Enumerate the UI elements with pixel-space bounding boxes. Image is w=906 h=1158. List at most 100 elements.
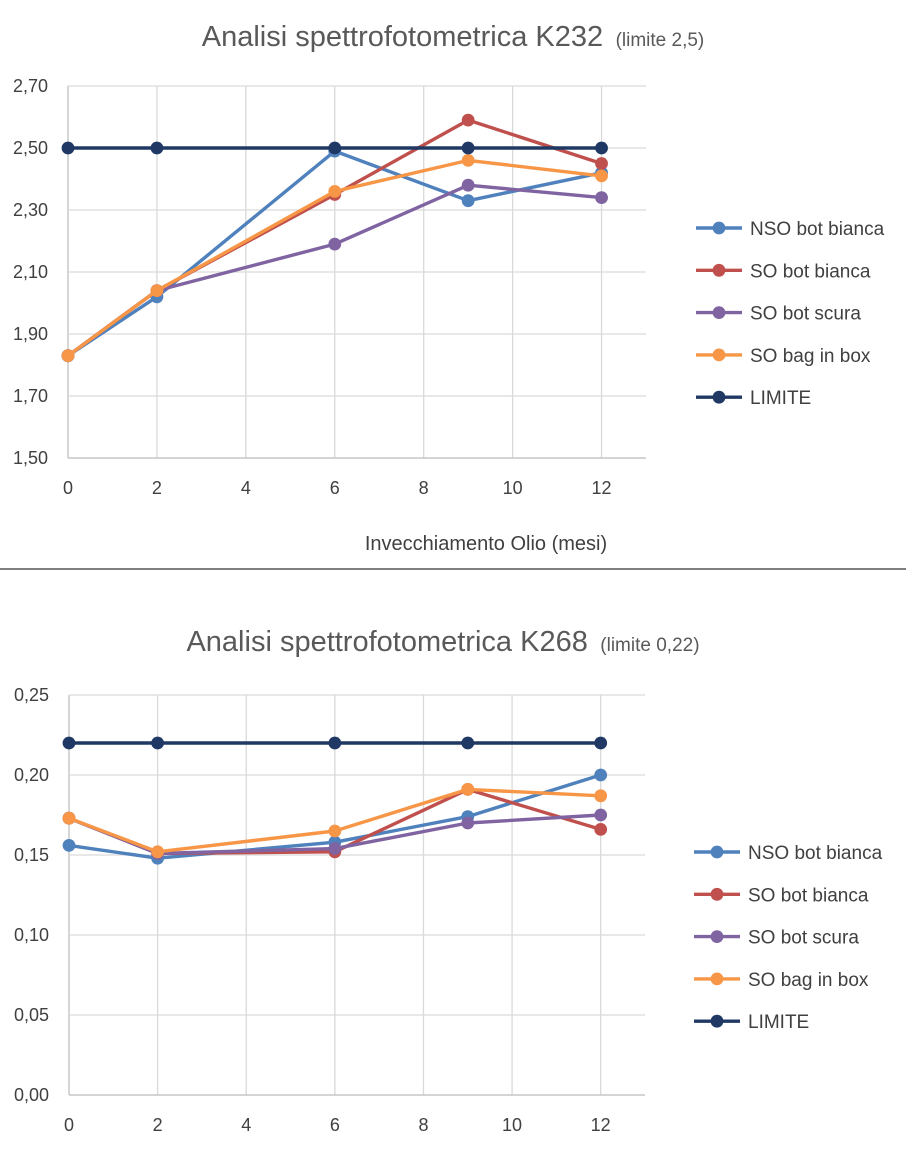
data-point-so-bag-in-box [61,349,75,363]
data-point-limite [595,141,608,155]
x-tick-label: 0 [64,1115,74,1135]
data-point-so-bag-in-box [594,789,608,803]
chart-k268-svg: Analisi spettrofotometrica K268 (limite … [14,626,883,1135]
chart-k232: Analisi spettrofotometrica K232 (limite … [0,0,906,568]
data-point-limite [461,141,475,155]
data-point-limite [150,141,164,155]
chart-title-main: Analisi spettrofotometrica K268 [186,626,587,658]
x-tick-label: 12 [592,478,612,498]
data-point-limite [151,736,165,750]
legend-marker [712,263,726,277]
data-point-so-bot-scura [595,191,608,205]
legend-label: LIMITE [750,388,811,409]
x-tick-label: 6 [330,478,340,498]
data-point-so-bot-scura [328,237,342,251]
legend-marker [710,1014,724,1028]
chart-divider [0,568,906,570]
y-tick-label: 1,50 [13,448,48,468]
x-tick-label: 10 [503,478,523,498]
legend-entry-limite: LIMITE [694,1012,809,1033]
legend-marker [712,348,726,362]
legend-label: NSO bot bianca [748,843,883,864]
data-point-limite [62,736,76,750]
chart-k268: Analisi spettrofotometrica K268 (limite … [0,570,906,1158]
legend-marker [710,972,724,986]
data-point-so-bot-scura [328,842,342,855]
data-point-nso-bot-bianca [62,839,76,852]
y-tick-label: 2,70 [13,76,48,96]
x-tick-label: 10 [502,1115,522,1135]
x-tick-label: 12 [591,1115,611,1135]
data-point-so-bot-bianca [595,157,608,170]
y-tick-label: 1,90 [13,324,48,344]
x-tick-label: 8 [419,478,429,498]
legend-label: NSO bot bianca [750,219,885,240]
data-point-so-bag-in-box [328,824,342,838]
chart-subtitle: (limite 0,22) [600,635,699,656]
legend-marker [712,221,726,235]
legend-marker [712,306,726,319]
y-tick-label: 0,20 [14,765,49,785]
y-tick-label: 0,15 [14,845,49,865]
chart-title: Analisi spettrofotometrica K232 (limite … [202,21,705,53]
data-point-so-bag-in-box [62,811,76,825]
x-tick-label: 4 [241,1115,251,1135]
legend-label: LIMITE [748,1012,809,1033]
legend-entry-limite: LIMITE [696,388,811,409]
data-point-so-bag-in-box [150,284,164,297]
data-point-so-bot-scura [461,178,475,192]
legend-label: SO bot scura [750,304,861,325]
data-point-so-bot-scura [461,816,475,830]
data-point-limite [461,736,475,750]
data-point-limite [594,736,608,750]
data-point-so-bag-in-box [328,185,342,198]
chart-subtitle: (limite 2,5) [616,30,705,51]
legend-entry-so-bag-in-box: SO bag in box [694,970,869,991]
x-tick-label: 6 [330,1115,340,1135]
y-tick-label: 2,10 [13,262,48,282]
x-tick-label: 8 [418,1115,428,1135]
legend-label: SO bag in box [750,346,871,367]
chart-title: Analisi spettrofotometrica K268 (limite … [186,626,699,658]
data-point-nso-bot-bianca [594,768,608,782]
legend-entry-so-bot-bianca: SO bot bianca [694,885,869,906]
data-point-so-bag-in-box [595,169,608,183]
legend-entry-so-bot-bianca: SO bot bianca [696,261,871,282]
data-point-so-bot-bianca [594,823,608,836]
x-tick-label: 4 [241,478,251,498]
legend-marker [712,390,726,404]
y-tick-label: 2,30 [13,200,48,220]
y-tick-label: 0,25 [14,685,49,705]
legend-label: SO bot scura [748,928,859,949]
legend-marker [710,930,724,943]
data-point-so-bag-in-box [461,154,475,167]
legend-entry-so-bot-scura: SO bot scura [694,928,859,949]
data-point-so-bag-in-box [461,783,475,796]
x-tick-label: 2 [152,478,162,498]
legend-entry-nso-bot-bianca: NSO bot bianca [696,219,885,240]
y-tick-label: 0,10 [14,925,49,945]
data-point-so-bot-scura [594,808,608,822]
chart-k232-svg: Analisi spettrofotometrica K232 (limite … [13,21,885,555]
x-axis-label: Invecchiamento Olio (mesi) [365,533,607,555]
data-point-limite [328,736,342,750]
legend-label: SO bag in box [748,970,869,991]
chart-title-main: Analisi spettrofotometrica K232 [202,21,603,53]
legend-label: SO bot bianca [748,885,869,906]
legend-marker [710,887,724,901]
data-point-limite [328,141,342,155]
y-tick-label: 1,70 [13,386,48,406]
x-tick-label: 2 [153,1115,163,1135]
data-point-limite [61,141,75,155]
x-tick-label: 0 [63,478,73,498]
data-point-so-bag-in-box [151,845,165,859]
y-tick-label: 2,50 [13,138,48,158]
data-point-so-bot-bianca [461,113,475,127]
legend-marker [710,845,724,859]
legend-label: SO bot bianca [750,261,871,282]
y-tick-label: 0,05 [14,1005,49,1025]
y-tick-label: 0,00 [14,1085,49,1105]
legend-entry-so-bot-scura: SO bot scura [696,304,861,325]
data-point-nso-bot-bianca [461,194,475,208]
legend-entry-nso-bot-bianca: NSO bot bianca [694,843,883,864]
